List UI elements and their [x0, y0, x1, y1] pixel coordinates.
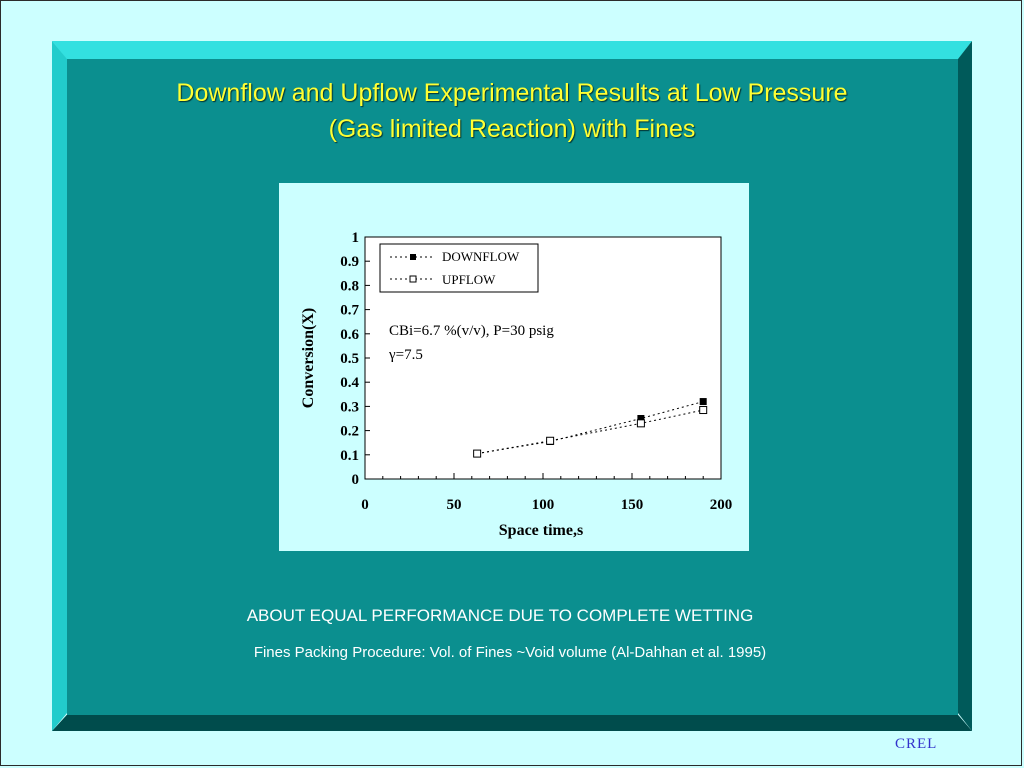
chart-panel: 0 0.1 0.2 0.3 0.4 0.5 0.6 0.7 0.8 0.9 1 0 50 100 150 20… [279, 183, 749, 551]
y-tick-label: 0.4 [340, 375, 359, 391]
data-point-upflow [699, 406, 708, 415]
data-point-downflow [637, 415, 645, 422]
y-tick-label: 0.9 [340, 254, 359, 270]
y-tick-label: 0.5 [340, 351, 359, 367]
x-tick-label: 0 [361, 497, 369, 513]
x-tick-label: 50 [447, 497, 462, 513]
annotation-line2: γ=7.5 [388, 347, 423, 363]
y-tick-label: 0.6 [340, 327, 359, 343]
y-tick-label: 0.3 [340, 399, 359, 415]
note-sub: Fines Packing Procedure: Vol. of Fines ~… [253, 644, 767, 661]
y-axis-label: Conversion(X) [300, 308, 317, 408]
legend-box [379, 243, 539, 293]
y-tick-label: 0 [352, 472, 360, 488]
slide-title-line2: (Gas limited Reaction) with Fines [328, 115, 696, 143]
crel-logo: CREL [895, 736, 938, 752]
slide-title: Downflow and Upflow Experimental Results… [0, 75, 1024, 147]
frame-bevel-right [958, 41, 972, 731]
frame-bevel-top [52, 41, 972, 59]
x-axis-label: Space time,s [499, 522, 583, 539]
y-tick-label: 0.8 [340, 278, 359, 294]
data-point-downflow [699, 398, 707, 406]
data-point-upflow [636, 419, 645, 428]
annotation: CBi=6.7 %(v/v), P=30 psig γ=7.5 [385, 318, 587, 366]
series-line-upflow [477, 409, 704, 455]
data-point-upflow [546, 436, 555, 445]
x-tick-label: 200 [710, 497, 733, 513]
x-tick-label: 100 [532, 497, 555, 513]
legend-upflow-marker [409, 275, 417, 283]
frame-bevel-bottom [52, 715, 972, 731]
x-tick-label: 150 [621, 497, 644, 513]
legend-downflow-marker [410, 254, 416, 260]
note-main: ABOUT EQUAL PERFORMANCE DUE TO COMPLETE … [246, 606, 754, 625]
frame-bevel-left [52, 41, 67, 731]
y-tick-label: 0.1 [340, 448, 359, 464]
annotation-bg-1 [385, 318, 587, 342]
legend: DOWNFLOW UPFLOW [379, 243, 539, 293]
legend-upflow-label: UPFLOW [442, 272, 496, 287]
data-point-upflow [473, 449, 482, 458]
y-tick-label: 1 [352, 230, 360, 246]
y-tick-label: 0.2 [340, 424, 359, 440]
y-tick-label: 0.7 [340, 303, 359, 319]
conversion-chart: 0 0.1 0.2 0.3 0.4 0.5 0.6 0.7 0.8 0.9 1 0 50 100 150 20… [300, 230, 733, 539]
slide-title-line1: Downflow and Upflow Experimental Results… [176, 79, 848, 107]
legend-downflow-label: DOWNFLOW [442, 249, 520, 264]
annotation-line1: CBi=6.7 %(v/v), P=30 psig [389, 323, 554, 339]
annotation-bg-2 [385, 342, 435, 366]
